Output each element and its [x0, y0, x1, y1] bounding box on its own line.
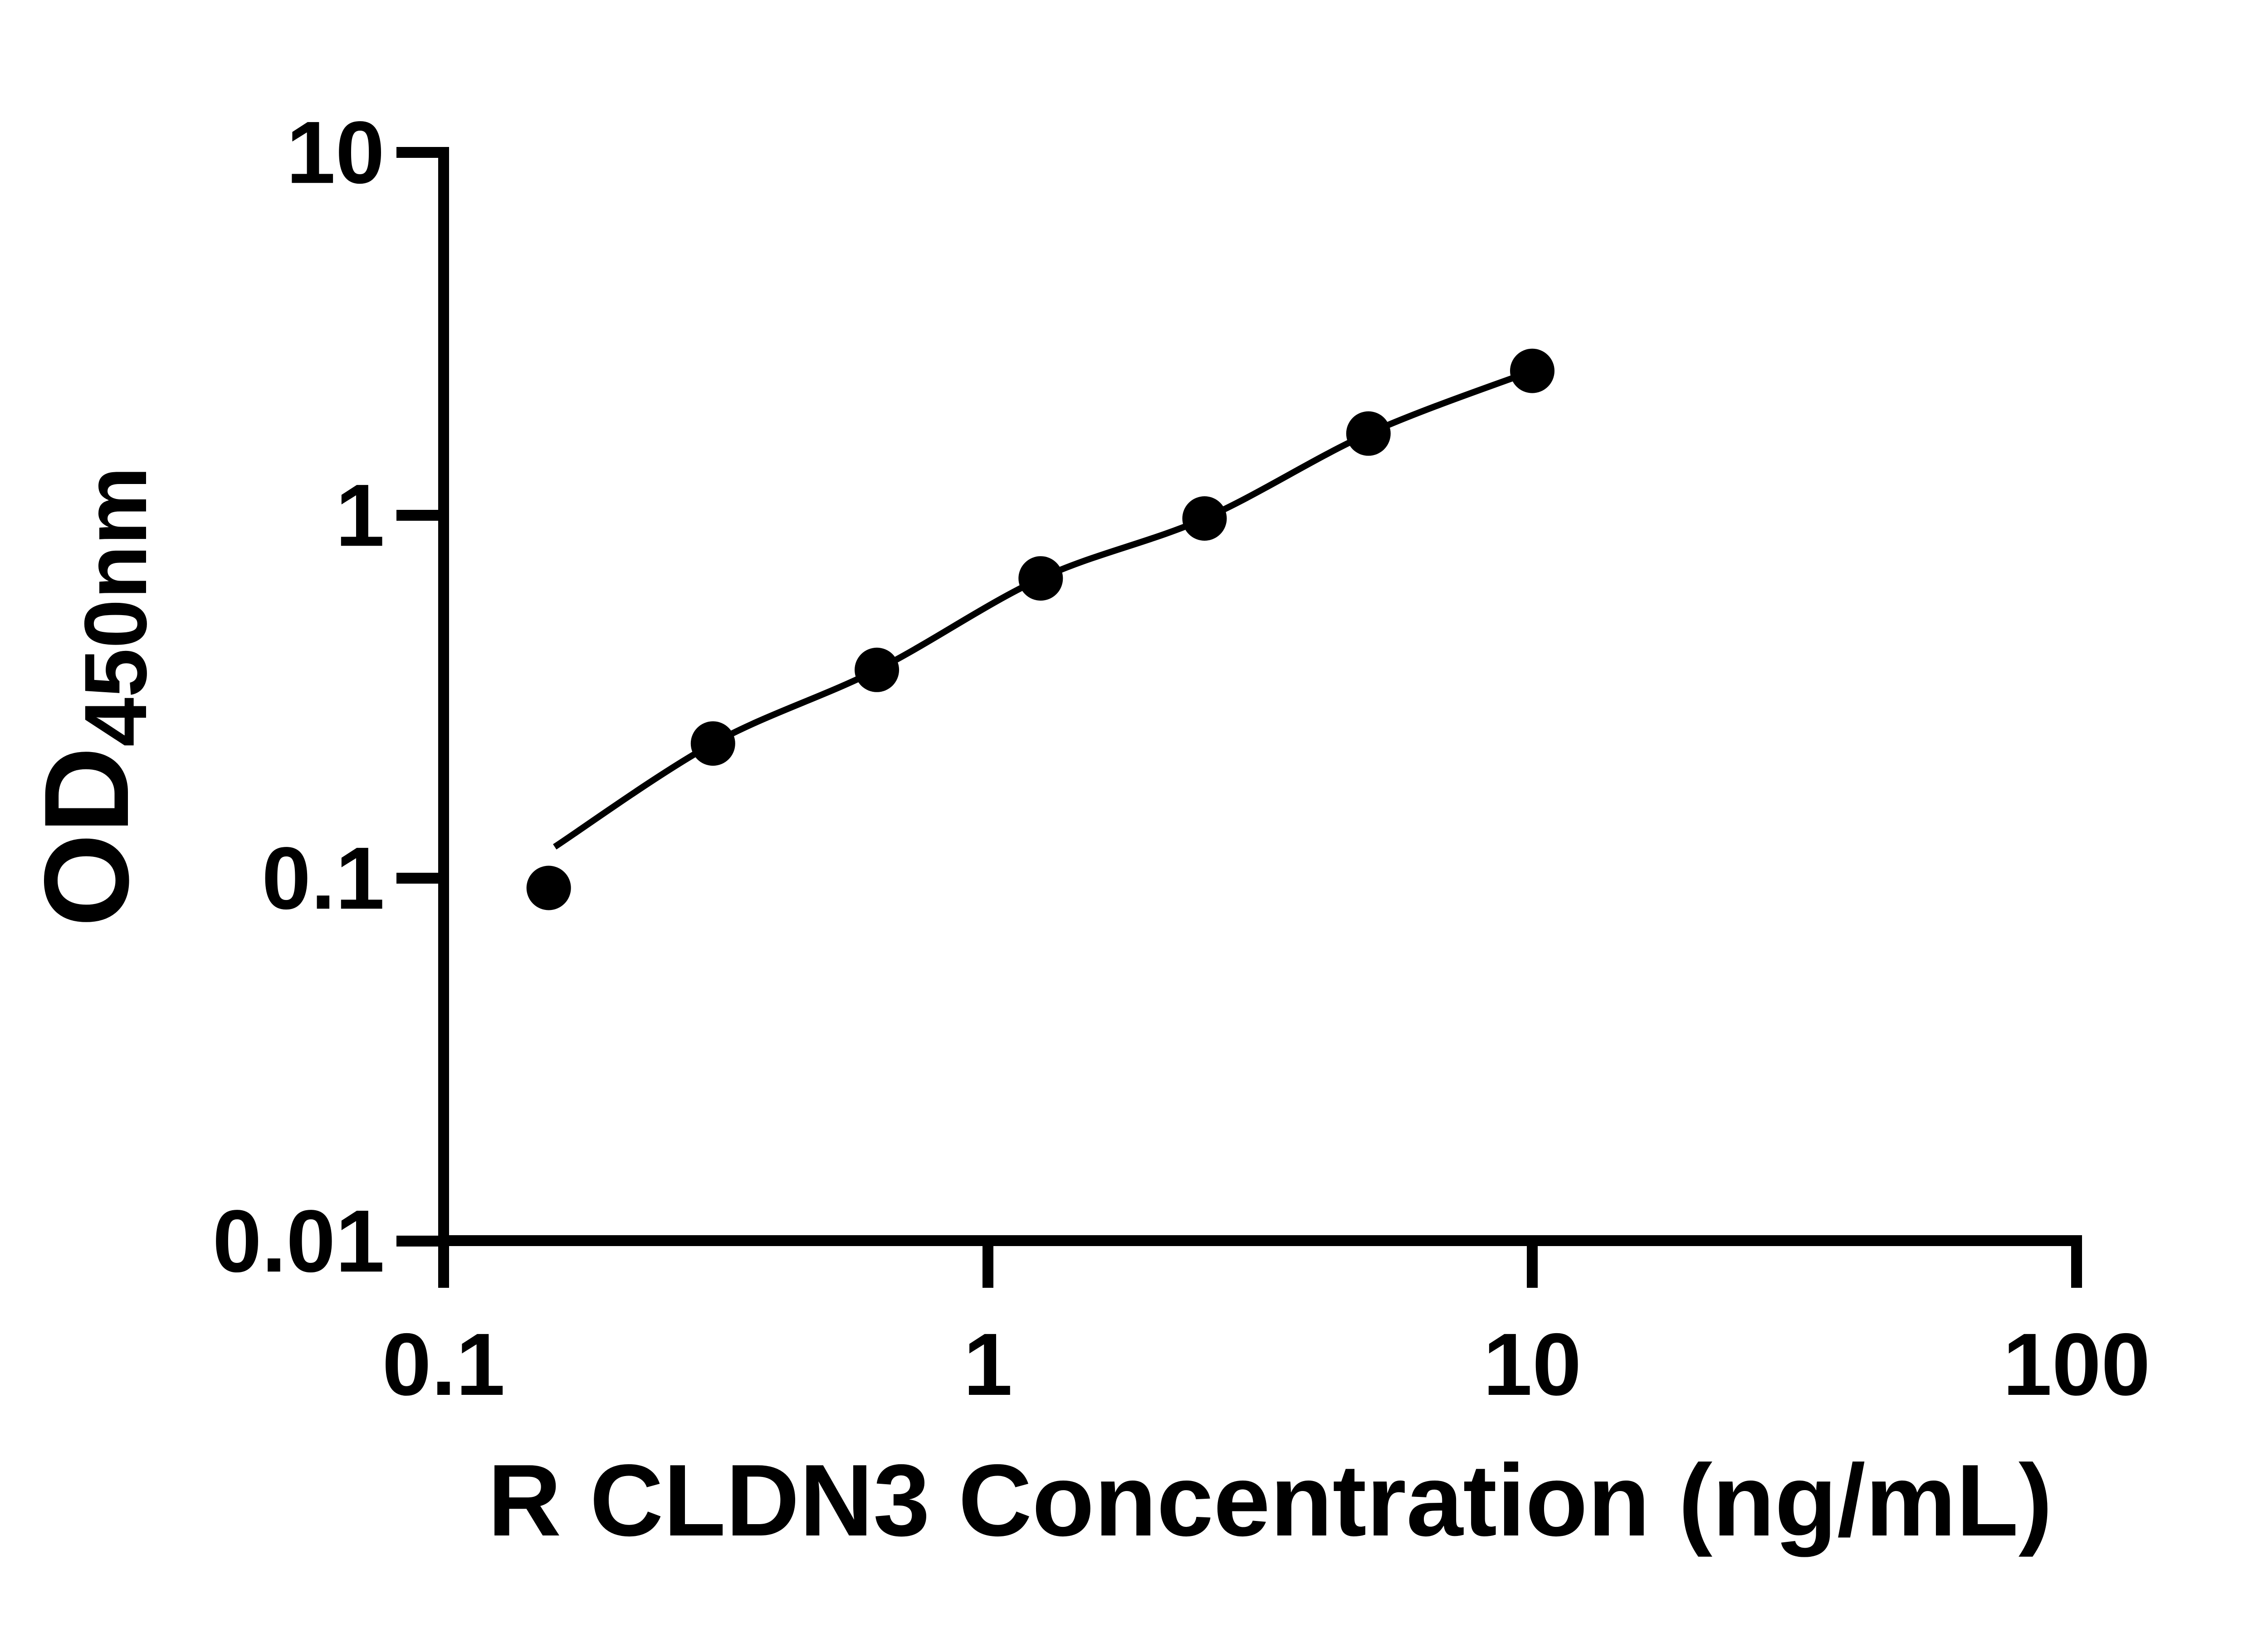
- data-point: [1510, 348, 1554, 393]
- x-tick-label: 1: [963, 1315, 1012, 1414]
- x-axis-title: R CLDN3 Concentration (ng/mL): [488, 1443, 2053, 1557]
- y-axis-title-main: OD: [20, 747, 154, 927]
- y-tick-label: 0.01: [212, 1192, 385, 1291]
- data-point: [526, 865, 571, 910]
- data-point: [1182, 496, 1227, 541]
- y-tick-label: 1: [336, 466, 385, 565]
- data-point: [690, 721, 735, 766]
- x-tick-label: 0.1: [382, 1315, 505, 1414]
- axes-layer: [438, 147, 2082, 1246]
- y-tick-label: 0.1: [262, 829, 385, 928]
- x-tick-label: 100: [2003, 1315, 2150, 1414]
- x-tick-label: 10: [1483, 1315, 1582, 1414]
- data-point: [855, 647, 899, 692]
- y-tick-label: 10: [286, 103, 385, 202]
- y-axis-title-subscript: 450nm: [66, 466, 165, 747]
- data-point-layer: [526, 348, 1554, 910]
- y-axis-title: OD450nm: [20, 466, 165, 927]
- tick-layer: 0.1 1 10 100 0.01 0.1 1 10: [212, 103, 2150, 1414]
- data-point: [1346, 411, 1391, 456]
- data-point: [1018, 556, 1063, 601]
